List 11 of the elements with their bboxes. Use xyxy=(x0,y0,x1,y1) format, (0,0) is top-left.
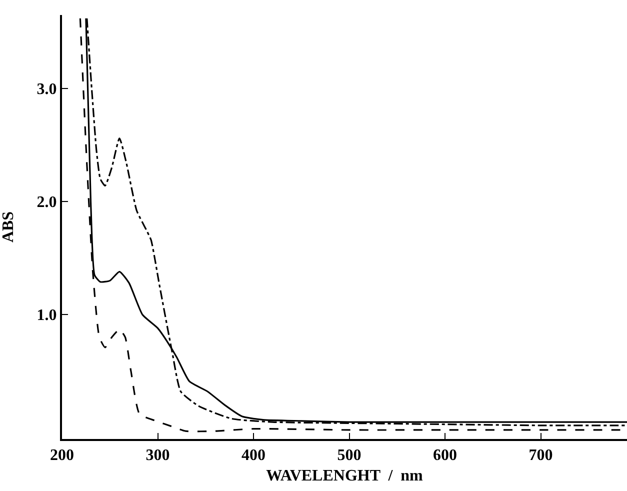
y-axis-title: ABS xyxy=(0,211,17,243)
x-tick-label: 700 xyxy=(528,447,553,464)
x-tick-label: 600 xyxy=(433,447,458,464)
y-tick-label: 2.0 xyxy=(36,194,57,212)
y-tick-label: 1.0 xyxy=(36,307,57,324)
x-tick-label: 200 xyxy=(50,447,74,464)
x-tick-label: 300 xyxy=(146,447,170,464)
x-axis-title: WAVELENGHT / nm xyxy=(266,467,424,484)
y-tick-label: 3.0 xyxy=(36,81,57,98)
x-tick-label: 400 xyxy=(242,447,266,464)
x-tick-label: 500 xyxy=(337,447,362,464)
